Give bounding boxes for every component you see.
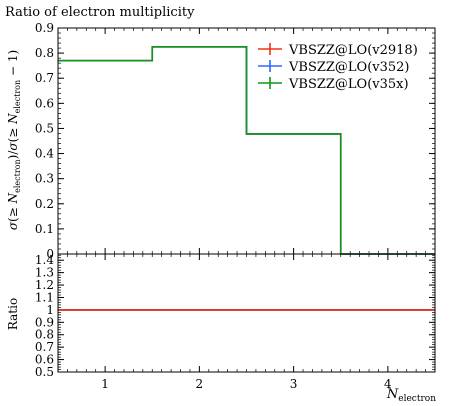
main-axis-ticks: 0 0.1 0.2 0.3 0.4 0.5 0.6 0.7 0.8 0.9 [35,21,435,261]
main-y-tick-label: 0.8 [35,46,54,60]
main-y-tick-label: 0.6 [35,96,54,110]
ratio-y-axis-label: Ratio [6,298,20,330]
main-y-tick-label: 0.4 [35,147,54,161]
main-y-tick-label: 0.3 [35,172,54,186]
x-tick-label: 3 [290,377,298,391]
ratio-y-tick-label: 0.9 [35,315,54,329]
main-y-tick-label: 0.7 [35,71,54,85]
ratio-y-tick-label: 1.1 [35,290,54,304]
ratio-y-tick-label: 1.3 [35,266,54,280]
x-axis-label: Nelectron [386,387,436,404]
legend-label: VBSZZ@LO(v352) [288,60,410,75]
ratio-plot-frame [57,253,436,373]
ratio-y-tick-label: 1.2 [35,278,54,292]
ratio-y-tick-label: 0.7 [35,340,54,354]
main-y-tick-label: 0 [46,247,54,261]
chart-title: Ratio of electron multiplicity [5,5,195,20]
ratio-y-tick-label: 1 [46,303,54,317]
main-y-tick-label: 0.9 [35,21,54,35]
main-y-tick-label: 0.1 [35,222,54,236]
legend-entry: VBSZZ@LO(v2918) [258,43,418,58]
legend: VBSZZ@LO(v2918) VBSZZ@LO(v352) VBSZZ@LO(v3… [258,43,418,92]
plot-frames [57,27,436,373]
ratio-y-tick-label: 0.5 [35,365,54,379]
legend-entry: VBSZZ@LO(v35x) [258,77,409,92]
ratio-y-tick-label: 0.8 [35,328,54,342]
ratio-y-tick-label: 1.4 [35,253,54,267]
x-tick-label: 4 [384,377,392,391]
legend-label: VBSZZ@LO(v2918) [288,43,418,58]
x-tick-label: 2 [196,377,204,391]
ratio-y-tick-label: 0.6 [35,353,54,367]
x-tick-label: 1 [101,377,109,391]
main-series-line [58,46,435,255]
legend-entry: VBSZZ@LO(v352) [258,60,410,75]
legend-label: VBSZZ@LO(v35x) [288,77,409,92]
main-y-axis-label: σ(≥ Nelectron)/σ(≥ Nelectron − 1) [6,50,22,230]
svg-text:Nelectron: Nelectron [386,387,436,404]
main-y-tick-label: 0.5 [35,121,54,135]
ratio-axis-ticks: 0.50.60.70.80.911.11.21.31.41 2 3 4 [35,253,435,391]
svg-text:σ(≥ Nelectron)/σ(≥ Nelectron −: σ(≥ Nelectron)/σ(≥ Nelectron − 1) [6,50,22,230]
main-series [58,46,435,255]
main-y-tick-label: 0.2 [35,197,54,211]
